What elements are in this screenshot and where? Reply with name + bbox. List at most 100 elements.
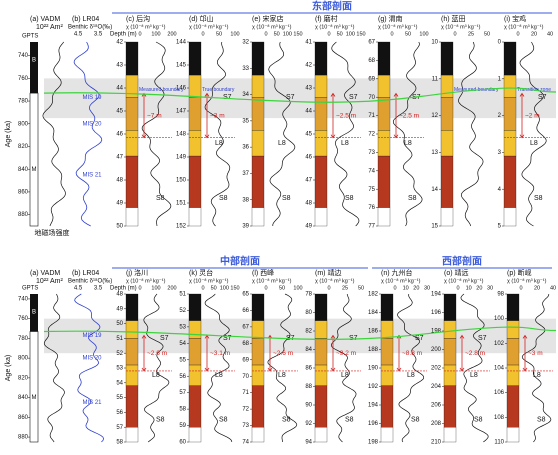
depth-tick: 5 xyxy=(498,224,502,230)
unit-l8: L8 xyxy=(470,372,478,379)
panel-label: (h) 蓝田 xyxy=(441,14,466,23)
panel-label: (e) 宋家店 xyxy=(252,14,284,23)
strat-layer xyxy=(125,385,139,428)
depth-tick: 32 xyxy=(242,40,249,46)
strat-layer xyxy=(314,338,328,366)
x-tick: 100 xyxy=(151,31,160,37)
strat-layer xyxy=(188,74,202,98)
x-tick: 0 xyxy=(516,31,519,37)
strat-layer xyxy=(503,155,517,208)
strat-layer xyxy=(251,385,265,428)
x-tick: 50 xyxy=(216,31,222,37)
x-tick: 0 xyxy=(138,31,141,37)
depth-tick: 49 xyxy=(305,224,312,230)
x-tick: 0 xyxy=(393,285,396,291)
depth-tick: 2 xyxy=(498,113,502,119)
offset-label: ~2.5 m xyxy=(399,112,419,119)
strat-layer xyxy=(503,207,517,227)
x-tick: 20 xyxy=(476,285,482,291)
unit: χ (10⁻⁸ m³ kg⁻¹) xyxy=(441,23,481,30)
x-tick: 0 xyxy=(327,285,330,291)
strat-layer xyxy=(251,364,265,386)
depth-tick: 15 xyxy=(431,224,438,230)
depth-tick: 51 xyxy=(179,292,186,298)
x-tick: 100 xyxy=(283,31,292,37)
depth-tick: 144 xyxy=(176,40,187,46)
age-title: Age (ka) xyxy=(5,355,12,381)
unit-l8: L8 xyxy=(152,372,160,379)
strat-layer xyxy=(440,130,454,157)
unit-s7: S7 xyxy=(160,335,169,342)
offset-label: ~8.8 m xyxy=(402,350,422,357)
depth-tick: 50 xyxy=(116,224,123,230)
depth-tick: 44 xyxy=(116,86,123,92)
strat-layer xyxy=(506,364,520,386)
depth-tick: 39 xyxy=(242,224,249,230)
unit-l8: L8 xyxy=(341,140,349,147)
offset-label: ~2.6 m xyxy=(273,350,293,357)
strat-layer xyxy=(251,293,265,321)
unit: χ (10⁻⁸ m³ kg⁻¹) xyxy=(444,277,484,284)
panel-label: (i) 宝鸡 xyxy=(504,14,526,23)
unit-s7: S7 xyxy=(286,94,295,101)
depth-tick: 42 xyxy=(116,40,123,46)
unit-s8: S8 xyxy=(474,417,483,424)
gpts-b: B xyxy=(32,58,36,64)
depth-tick: 37 xyxy=(242,171,249,177)
gpts-brunhes xyxy=(30,294,38,332)
unit-l8: L8 xyxy=(404,140,412,147)
offset-label: ~3.1 m xyxy=(210,350,230,357)
x-tick: 0 xyxy=(138,285,141,291)
unit: χ (10⁻⁸ m³ kg⁻¹) xyxy=(126,23,166,30)
panel-label: (k) 灵台 xyxy=(189,268,213,277)
depth-tick: 46 xyxy=(116,132,123,138)
depth-tick: 48 xyxy=(116,292,123,298)
x-tick: 0 xyxy=(201,31,204,37)
strat-layer xyxy=(314,207,328,227)
depth-tick: 75 xyxy=(368,187,375,193)
depth-tick: 151 xyxy=(176,201,187,207)
gpts-brunhes xyxy=(30,42,38,94)
depth-tick: 41 xyxy=(305,40,312,46)
strat-layer xyxy=(188,97,202,131)
gpts-matuyama xyxy=(29,92,39,227)
age-tick: 780 xyxy=(18,336,29,342)
depth-tick: 57 xyxy=(116,425,123,431)
depth-tick: 92 xyxy=(305,421,312,427)
strat-layer xyxy=(125,364,139,386)
unit-s8: S8 xyxy=(537,417,546,424)
depth-tick: 150 xyxy=(176,178,187,184)
strat-layer xyxy=(377,74,391,98)
unit: χ (10⁻⁸ m³ kg⁻¹) xyxy=(378,23,418,30)
strat-layer xyxy=(503,41,517,76)
strat-layer xyxy=(380,293,394,321)
chi-curve xyxy=(141,41,172,227)
strat-layer xyxy=(188,320,202,339)
depth-tick: 88 xyxy=(305,384,312,390)
depth-tick: 58 xyxy=(116,440,123,446)
depth-tick: 65 xyxy=(242,292,249,298)
strat-layer xyxy=(503,74,517,98)
depth-tick: 72 xyxy=(368,132,375,138)
gpts-m: M xyxy=(32,395,37,401)
x-tick: 0 xyxy=(519,285,522,291)
strat-layer xyxy=(443,293,457,321)
age-tick: 860 xyxy=(18,190,29,196)
x-tick: 0 xyxy=(264,285,267,291)
chi-curve xyxy=(331,293,357,443)
depth-tick: 48 xyxy=(116,178,123,184)
unit-l8: L8 xyxy=(341,372,349,379)
chi-curve xyxy=(460,293,489,443)
unit-l8: L8 xyxy=(278,140,286,147)
age-tick: 760 xyxy=(18,316,29,322)
unit: 10²² Am² xyxy=(36,278,64,285)
chi-curve xyxy=(204,41,231,227)
strat-layer xyxy=(506,320,520,339)
depth-tick: 210 xyxy=(431,440,442,446)
x-tick: 0 xyxy=(453,31,456,37)
depth-tick: 152 xyxy=(176,224,187,230)
unit-l8: L8 xyxy=(533,372,541,379)
depth-tick: 54 xyxy=(116,380,123,386)
strat-layer xyxy=(188,207,202,227)
